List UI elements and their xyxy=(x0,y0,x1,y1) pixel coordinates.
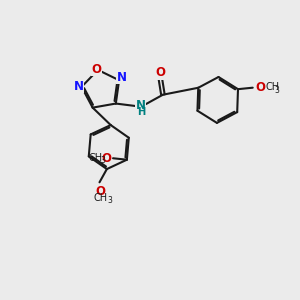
Text: 3: 3 xyxy=(275,85,280,94)
Text: N: N xyxy=(116,71,127,84)
Text: O: O xyxy=(95,185,105,198)
Text: CH: CH xyxy=(266,82,280,92)
Text: N: N xyxy=(74,80,84,93)
Text: O: O xyxy=(255,81,265,94)
Text: CH: CH xyxy=(93,193,107,203)
Text: CH: CH xyxy=(88,153,102,163)
Text: O: O xyxy=(155,66,165,80)
Text: O: O xyxy=(92,63,101,76)
Text: 3: 3 xyxy=(101,156,106,165)
Text: 3: 3 xyxy=(107,196,112,205)
Text: N: N xyxy=(136,99,146,112)
Text: O: O xyxy=(101,152,111,165)
Text: H: H xyxy=(137,107,145,117)
